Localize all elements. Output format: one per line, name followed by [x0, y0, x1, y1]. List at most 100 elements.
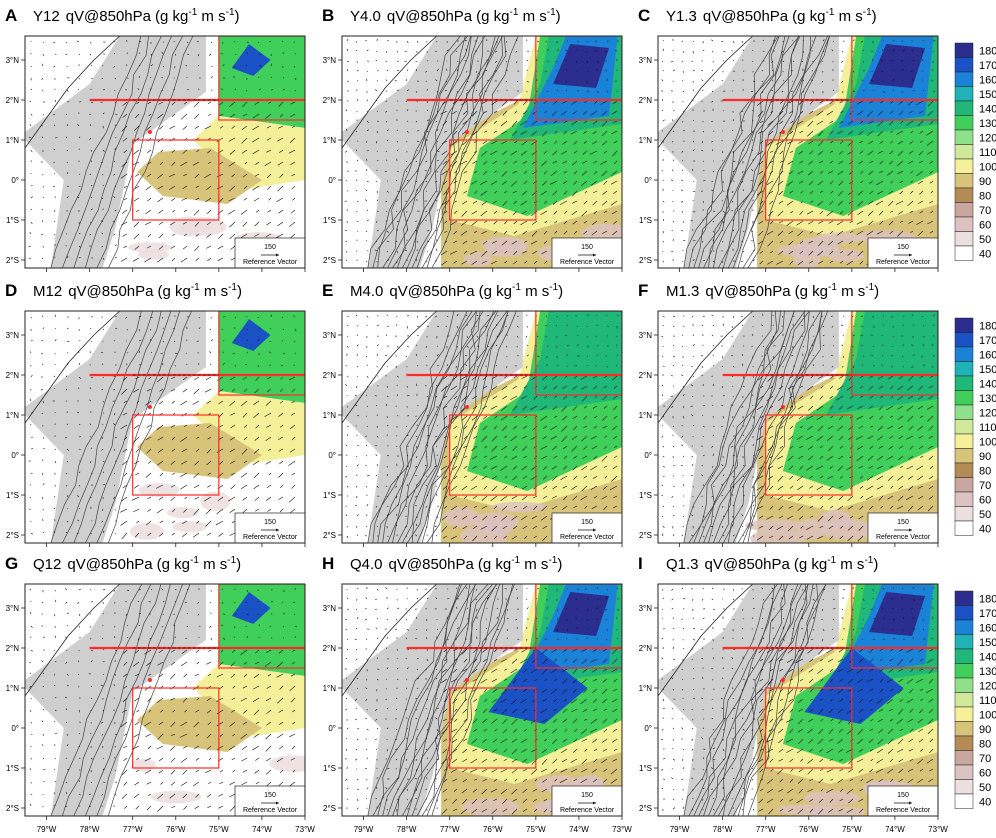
wind-vector — [242, 685, 248, 689]
terrain-contour — [372, 311, 468, 543]
wind-vector — [775, 140, 784, 145]
wind-vector — [205, 197, 212, 203]
wind-vector — [600, 160, 608, 165]
wind-vector — [376, 150, 378, 153]
wind-vector — [921, 50, 924, 54]
wind-vector — [919, 415, 924, 418]
wind-vector — [41, 77, 44, 80]
wind-vector — [218, 805, 224, 809]
wind-vector — [435, 180, 438, 183]
wind-vector — [77, 196, 80, 199]
wind-vector — [209, 601, 212, 603]
wind-vector — [523, 728, 528, 732]
wind-vector — [918, 150, 924, 156]
lat-tick-label: 1°S — [639, 491, 652, 500]
wind-vector — [463, 658, 468, 663]
wind-vector — [206, 709, 212, 714]
wind-vector — [78, 625, 80, 628]
wind-vector — [375, 454, 378, 457]
wind-vector — [416, 365, 419, 367]
wind-vector — [691, 455, 694, 458]
wind-vector — [405, 425, 408, 428]
wind-vector — [742, 250, 745, 253]
wind-vector — [732, 140, 734, 142]
wind-vector — [170, 424, 176, 428]
wind-vector — [374, 89, 378, 92]
wind-vector — [522, 495, 528, 501]
wind-vector — [721, 80, 724, 82]
wind-vector — [345, 475, 348, 478]
wind-vector — [102, 589, 105, 591]
wind-vector — [840, 475, 844, 479]
terrain-contour — [708, 311, 795, 543]
wind-vector — [138, 624, 140, 627]
wind-vector — [799, 250, 804, 254]
wind-vector — [150, 53, 153, 57]
panel-units-exp-2: -1 — [226, 7, 235, 18]
wind-vector — [114, 256, 117, 259]
wind-vector — [482, 738, 488, 743]
wind-vector — [474, 190, 478, 194]
location-marker — [464, 405, 469, 409]
wind-vector — [386, 748, 388, 752]
wind-vector — [604, 435, 608, 438]
lat-tick-label: 1°S — [6, 216, 19, 225]
wind-vector — [356, 40, 358, 43]
wind-vector — [406, 109, 409, 112]
wind-vector — [41, 257, 44, 260]
wind-vector — [838, 495, 844, 501]
wind-vector — [150, 625, 152, 628]
wind-vector — [493, 658, 498, 662]
wind-vector — [502, 395, 508, 400]
wind-vector — [180, 721, 188, 727]
wind-vector — [345, 383, 348, 387]
wind-vector — [574, 365, 578, 367]
shading-pink — [150, 790, 202, 804]
wind-vector — [562, 385, 568, 389]
wind-vector — [491, 748, 498, 753]
wind-vector — [279, 769, 284, 774]
wind-vector — [616, 69, 618, 72]
wind-vector — [586, 355, 588, 357]
wind-vector — [482, 405, 488, 409]
wind-vector — [160, 149, 164, 153]
wind-vector — [889, 505, 894, 510]
wind-vector — [546, 60, 550, 62]
wind-vector — [386, 230, 389, 233]
wind-vector — [279, 508, 284, 513]
wind-vector — [562, 485, 568, 489]
wind-vector — [102, 757, 104, 759]
wind-vector — [712, 170, 715, 173]
wind-vector — [113, 160, 116, 163]
wind-vector — [471, 375, 478, 381]
wind-vector — [916, 220, 924, 225]
wind-vector — [269, 41, 272, 43]
wind-vector — [462, 140, 468, 146]
wind-vector — [266, 484, 272, 488]
wind-vector — [210, 637, 212, 641]
wind-vector — [491, 678, 498, 682]
wind-vector — [279, 400, 284, 404]
wind-vector — [526, 598, 528, 600]
wind-vector — [364, 618, 368, 621]
wind-vector — [544, 70, 548, 73]
wind-vector — [766, 230, 774, 236]
wind-vector — [514, 688, 518, 692]
wind-vector — [921, 58, 924, 62]
wind-vector — [682, 160, 684, 162]
wind-vector — [779, 375, 784, 379]
wind-vector — [463, 445, 468, 448]
wind-vector — [671, 495, 674, 498]
lat-tick-label: 1°S — [323, 216, 336, 225]
wind-vector — [171, 448, 176, 452]
wind-vector — [592, 160, 598, 164]
wind-vector — [182, 769, 188, 775]
panel-units-exp-2: -1 — [549, 282, 558, 293]
wind-vector — [871, 50, 874, 52]
wind-vector — [692, 119, 694, 122]
wind-vector — [470, 485, 478, 490]
wind-vector — [565, 608, 568, 610]
wind-vector — [757, 240, 764, 245]
wind-vector — [435, 395, 438, 398]
wind-vector — [731, 524, 734, 527]
